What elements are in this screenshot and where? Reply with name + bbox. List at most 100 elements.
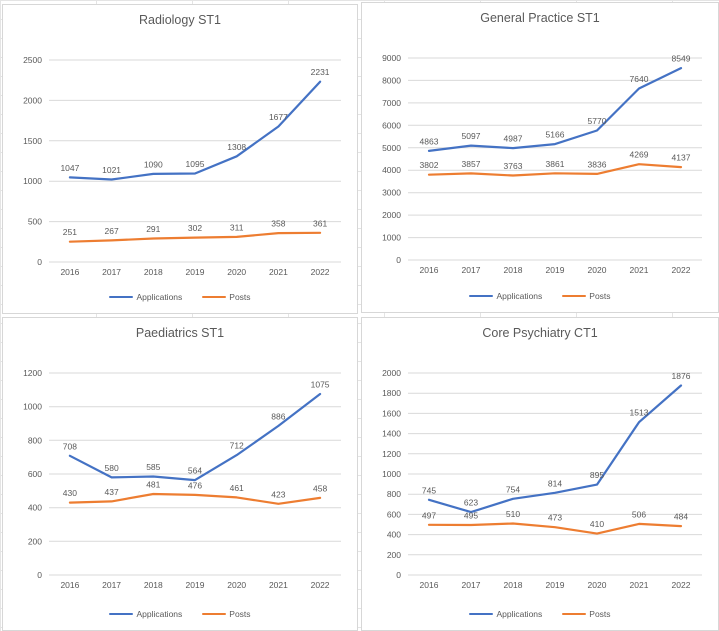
- legend-item-posts: Posts: [202, 292, 251, 302]
- svg-text:600: 600: [28, 469, 42, 479]
- svg-text:2017: 2017: [462, 265, 481, 275]
- svg-text:481: 481: [146, 480, 160, 490]
- svg-text:2018: 2018: [144, 580, 163, 590]
- svg-text:814: 814: [548, 478, 562, 488]
- svg-text:500: 500: [28, 217, 42, 227]
- legend-label-posts: Posts: [229, 292, 251, 302]
- svg-text:2019: 2019: [186, 267, 205, 277]
- svg-text:3000: 3000: [382, 188, 401, 198]
- svg-text:1047: 1047: [60, 163, 79, 173]
- svg-text:708: 708: [63, 441, 77, 451]
- svg-text:712: 712: [230, 441, 244, 451]
- svg-text:2019: 2019: [186, 580, 205, 590]
- svg-text:1400: 1400: [382, 429, 401, 439]
- svg-text:886: 886: [271, 411, 285, 421]
- chart-legend: Applications Posts: [3, 609, 357, 619]
- legend-label-applications: Applications: [496, 291, 543, 301]
- svg-text:800: 800: [387, 489, 401, 499]
- x-axis-tick-labels: 2016 2017 2018 2019 2020 2021 2022: [60, 580, 329, 590]
- chart-legend: Applications Posts: [362, 291, 718, 301]
- legend-item-posts: Posts: [202, 609, 251, 619]
- x-axis-tick-labels: 2016 2017 2018 2019 2020 2021 2022: [420, 265, 691, 275]
- svg-text:2022: 2022: [311, 580, 330, 590]
- svg-text:2020: 2020: [227, 580, 246, 590]
- y-gridlines: [49, 59, 341, 263]
- svg-text:9000: 9000: [382, 53, 401, 63]
- series-line-applications: [68, 392, 322, 482]
- legend-item-applications: Applications: [469, 609, 542, 619]
- chart-title: Core Psychiatry CT1: [482, 326, 598, 340]
- svg-text:2018: 2018: [504, 580, 523, 590]
- chart-card-general-practice-st1[interactable]: General Practice ST1 0 1000 2000 3000 4000 50…: [361, 2, 719, 313]
- svg-text:423: 423: [271, 489, 285, 499]
- posts-line-swatch: [562, 612, 587, 616]
- svg-text:2022: 2022: [311, 267, 330, 277]
- svg-text:1021: 1021: [102, 165, 121, 175]
- svg-text:1600: 1600: [382, 408, 401, 418]
- chart-card-core-psychiatry-ct1[interactable]: Core Psychiatry CT1 0 200 400 600 800 1000 120…: [361, 317, 719, 631]
- svg-text:410: 410: [590, 519, 604, 529]
- data-labels-posts: 3802 3857 3763 3861 3836 4269 4137: [420, 150, 691, 171]
- chart-plot-area: 0 500 1000 1500 2000 2500 2016 2017 2018 2019 2020…: [23, 55, 341, 277]
- chart-plot-area: 0 200 400 600 800 1000 1200 1400 1600 1800 2000 201…: [382, 368, 702, 590]
- svg-text:2016: 2016: [60, 267, 79, 277]
- data-labels-posts: 251 267 291 302 311 358 361: [63, 218, 328, 237]
- svg-text:600: 600: [387, 509, 401, 519]
- svg-text:2020: 2020: [588, 580, 607, 590]
- svg-text:2019: 2019: [546, 580, 565, 590]
- svg-text:2231: 2231: [311, 67, 330, 77]
- svg-text:5000: 5000: [382, 143, 401, 153]
- legend-label-posts: Posts: [589, 609, 611, 619]
- svg-text:4000: 4000: [382, 165, 401, 175]
- y-gridlines: [408, 372, 702, 576]
- svg-text:1200: 1200: [23, 368, 42, 378]
- data-labels-applications: 4863 5097 4987 5166 5770 7640 8549: [420, 54, 691, 147]
- chart-card-paediatrics-st1[interactable]: Paediatrics ST1 0 200 400 600 800 1000 1200 201…: [2, 317, 358, 631]
- data-labels-applications: 708 580 585 564 712 886 1075: [63, 380, 330, 476]
- data-labels-applications: 1047 1021 1090 1095 1308 1677 2231: [60, 67, 329, 175]
- legend-label-posts: Posts: [589, 291, 611, 301]
- chart-title: Radiology ST1: [139, 13, 221, 27]
- svg-text:2020: 2020: [227, 267, 246, 277]
- svg-text:506: 506: [632, 509, 646, 519]
- y-axis-tick-labels: 0 500 1000 1500 2000 2500: [23, 55, 42, 267]
- legend-item-applications: Applications: [469, 291, 542, 301]
- y-gridlines: [49, 372, 341, 576]
- series-line-posts: [68, 231, 322, 243]
- svg-text:0: 0: [396, 255, 401, 265]
- svg-text:1513: 1513: [630, 408, 649, 418]
- svg-text:585: 585: [146, 462, 160, 472]
- svg-text:2017: 2017: [102, 267, 121, 277]
- y-axis-tick-labels: 0 200 400 600 800 1000 1200 1400 1600 1800 2000: [382, 368, 401, 580]
- svg-text:3802: 3802: [420, 160, 439, 170]
- posts-line-swatch: [202, 612, 227, 616]
- svg-text:7000: 7000: [382, 98, 401, 108]
- applications-line-swatch: [109, 612, 134, 616]
- svg-text:580: 580: [105, 463, 119, 473]
- svg-text:495: 495: [464, 511, 478, 521]
- svg-text:1876: 1876: [672, 371, 691, 381]
- svg-text:4269: 4269: [630, 150, 649, 160]
- series-line-posts: [427, 522, 683, 535]
- legend-label-applications: Applications: [496, 609, 543, 619]
- legend-item-posts: Posts: [562, 609, 611, 619]
- svg-text:2018: 2018: [504, 265, 523, 275]
- x-axis-tick-labels: 2016 2017 2018 2019 2020 2021 2022: [420, 580, 691, 590]
- svg-text:2020: 2020: [588, 265, 607, 275]
- svg-text:2017: 2017: [462, 580, 481, 590]
- svg-text:2018: 2018: [144, 267, 163, 277]
- svg-text:2016: 2016: [420, 265, 439, 275]
- svg-text:358: 358: [271, 219, 285, 229]
- svg-text:4137: 4137: [672, 153, 691, 163]
- chart-title: General Practice ST1: [480, 11, 600, 25]
- svg-text:6000: 6000: [382, 120, 401, 130]
- data-labels-applications: 745 623 754 814 895 1513 1876: [422, 371, 691, 508]
- applications-line-swatch: [109, 295, 134, 299]
- chart-title: Paediatrics ST1: [135, 326, 225, 340]
- svg-text:1000: 1000: [23, 176, 42, 186]
- svg-text:5166: 5166: [546, 130, 565, 140]
- svg-text:1308: 1308: [227, 142, 246, 152]
- svg-text:623: 623: [464, 498, 478, 508]
- svg-text:1200: 1200: [382, 449, 401, 459]
- chart-card-radiology-st1[interactable]: Radiology ST1 0 500 1000 1500 2000 2500 2016 20…: [2, 4, 358, 314]
